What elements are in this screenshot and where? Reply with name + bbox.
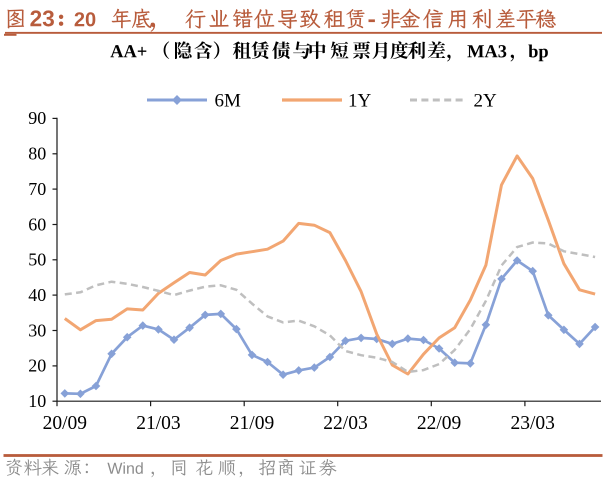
svg-text:21/09: 21/09: [230, 413, 274, 434]
svg-text:90: 90: [28, 108, 46, 128]
svg-text:10: 10: [28, 391, 46, 411]
svg-text:22/03: 22/03: [323, 413, 367, 434]
svg-text:70: 70: [28, 179, 46, 199]
svg-text:20/09: 20/09: [43, 413, 87, 434]
svg-text:23/03: 23/03: [510, 413, 554, 434]
svg-text:22/09: 22/09: [417, 413, 461, 434]
svg-text:30: 30: [28, 320, 46, 340]
svg-text:60: 60: [28, 214, 46, 234]
svg-text:20: 20: [28, 356, 46, 376]
svg-text:1Y: 1Y: [348, 90, 372, 111]
svg-text:50: 50: [28, 250, 46, 270]
svg-text:80: 80: [28, 144, 46, 164]
svg-text:6M: 6M: [215, 90, 242, 111]
svg-text:40: 40: [28, 285, 46, 305]
svg-text:2Y: 2Y: [474, 90, 498, 111]
svg-text:21/03: 21/03: [136, 413, 180, 434]
